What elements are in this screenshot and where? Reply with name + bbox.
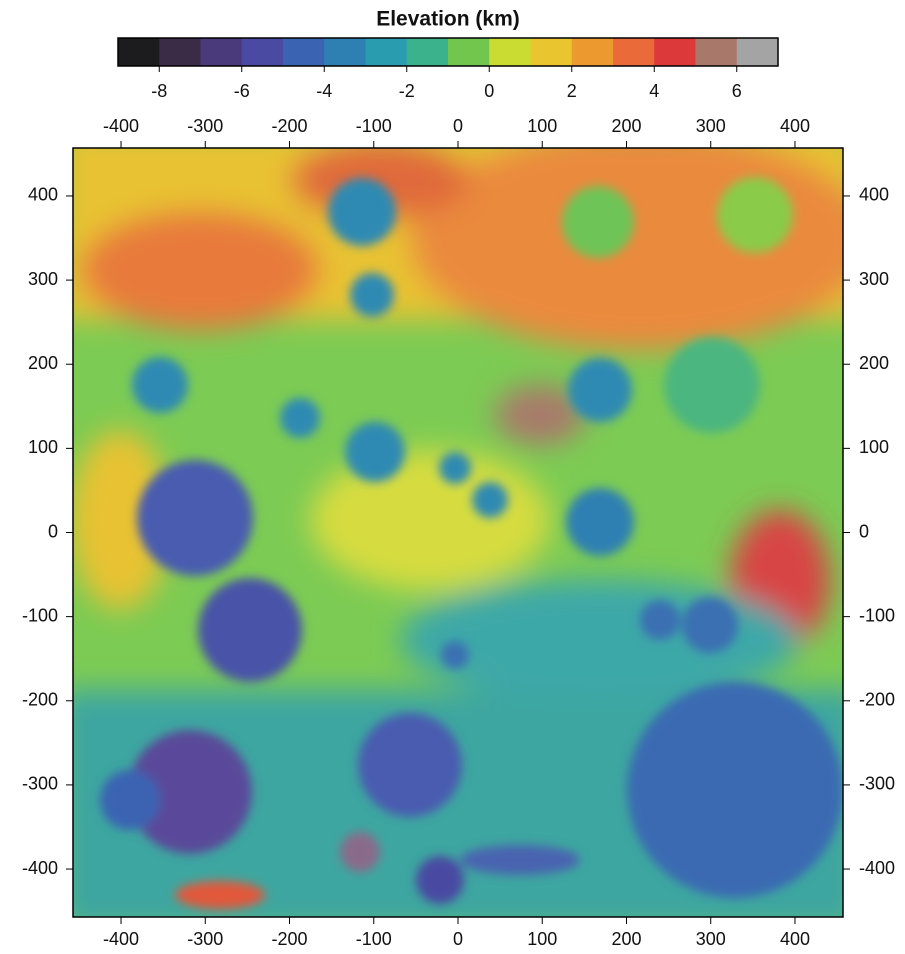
x-tick-label-top: 0	[453, 116, 463, 136]
y-tick-label-right: 0	[859, 521, 869, 541]
y-tick-label-left: 200	[28, 353, 58, 373]
x-tick-label-top: -400	[103, 116, 139, 136]
colorbar-segment	[118, 38, 160, 66]
y-tick-label-left: -100	[22, 605, 58, 625]
colorbar-segment	[283, 38, 325, 66]
y-tick-label-right: 100	[859, 437, 889, 457]
y-tick-label-left: 300	[28, 269, 58, 289]
colorbar-segment	[159, 38, 201, 66]
colorbar-segment	[448, 38, 490, 66]
y-tick-label-left: -300	[22, 774, 58, 794]
colorbar-segment	[696, 38, 738, 66]
colorbar-tick-label: -8	[151, 81, 167, 101]
x-tick-label-bottom: 400	[780, 929, 810, 949]
colorbar-tick-label: 0	[484, 81, 494, 101]
colorbar-segment	[366, 38, 408, 66]
map-figure: Elevation (km) -8 -6 -4 -2 0 2 4 6	[0, 0, 905, 954]
colorbar-segment	[324, 38, 366, 66]
colorbar-tick-label: -4	[316, 81, 332, 101]
x-tick-label-top: 300	[696, 116, 726, 136]
colorbar-segment	[407, 38, 449, 66]
x-tick-label-bottom: 300	[696, 929, 726, 949]
colorbar-tick-label: 4	[649, 81, 659, 101]
y-tick-label-left: 400	[28, 185, 58, 205]
colorbar-tick-label: -6	[234, 81, 250, 101]
x-tick-label-top: 100	[527, 116, 557, 136]
colorbar-tick-label: 2	[567, 81, 577, 101]
y-tick-label-left: 0	[48, 521, 58, 541]
x-tick-label-top: 400	[780, 116, 810, 136]
x-tick-label-bottom: -200	[271, 929, 307, 949]
colorbar-tick-label: -2	[399, 81, 415, 101]
y-tick-label-right: 400	[859, 185, 889, 205]
colorbar-segment	[489, 38, 531, 66]
colorbar-segment	[201, 38, 243, 66]
colorbar-segment	[654, 38, 696, 66]
x-tick-label-bottom: 100	[527, 929, 557, 949]
colorbar-title: Elevation (km)	[376, 8, 520, 31]
colorbar-segment	[242, 38, 284, 66]
y-tick-label-right: -300	[859, 774, 895, 794]
x-tick-label-top: -200	[271, 116, 307, 136]
x-tick-label-bottom: -400	[103, 929, 139, 949]
colorbar: -8 -6 -4 -2 0 2 4 6	[118, 38, 779, 101]
x-tick-label-bottom: -300	[187, 929, 223, 949]
y-tick-label-right: 300	[859, 269, 889, 289]
y-tick-label-right: -100	[859, 605, 895, 625]
x-tick-label-top: -300	[187, 116, 223, 136]
y-tick-label-left: -400	[22, 858, 58, 878]
elevation-map	[60, 130, 870, 930]
y-tick-label-right: 200	[859, 353, 889, 373]
colorbar-segment	[531, 38, 573, 66]
x-tick-label-top: -100	[356, 116, 392, 136]
colorbar-tick-label: 6	[732, 81, 742, 101]
x-tick-label-bottom: -100	[356, 929, 392, 949]
x-tick-label-bottom: 200	[611, 929, 641, 949]
colorbar-segment	[613, 38, 655, 66]
y-tick-label-left: 100	[28, 437, 58, 457]
colorbar-segment	[737, 38, 779, 66]
y-tick-label-right: -200	[859, 690, 895, 710]
x-tick-label-bottom: 0	[453, 929, 463, 949]
y-tick-label-right: -400	[859, 858, 895, 878]
y-tick-label-left: -200	[22, 690, 58, 710]
x-tick-label-top: 200	[611, 116, 641, 136]
colorbar-segment	[572, 38, 614, 66]
